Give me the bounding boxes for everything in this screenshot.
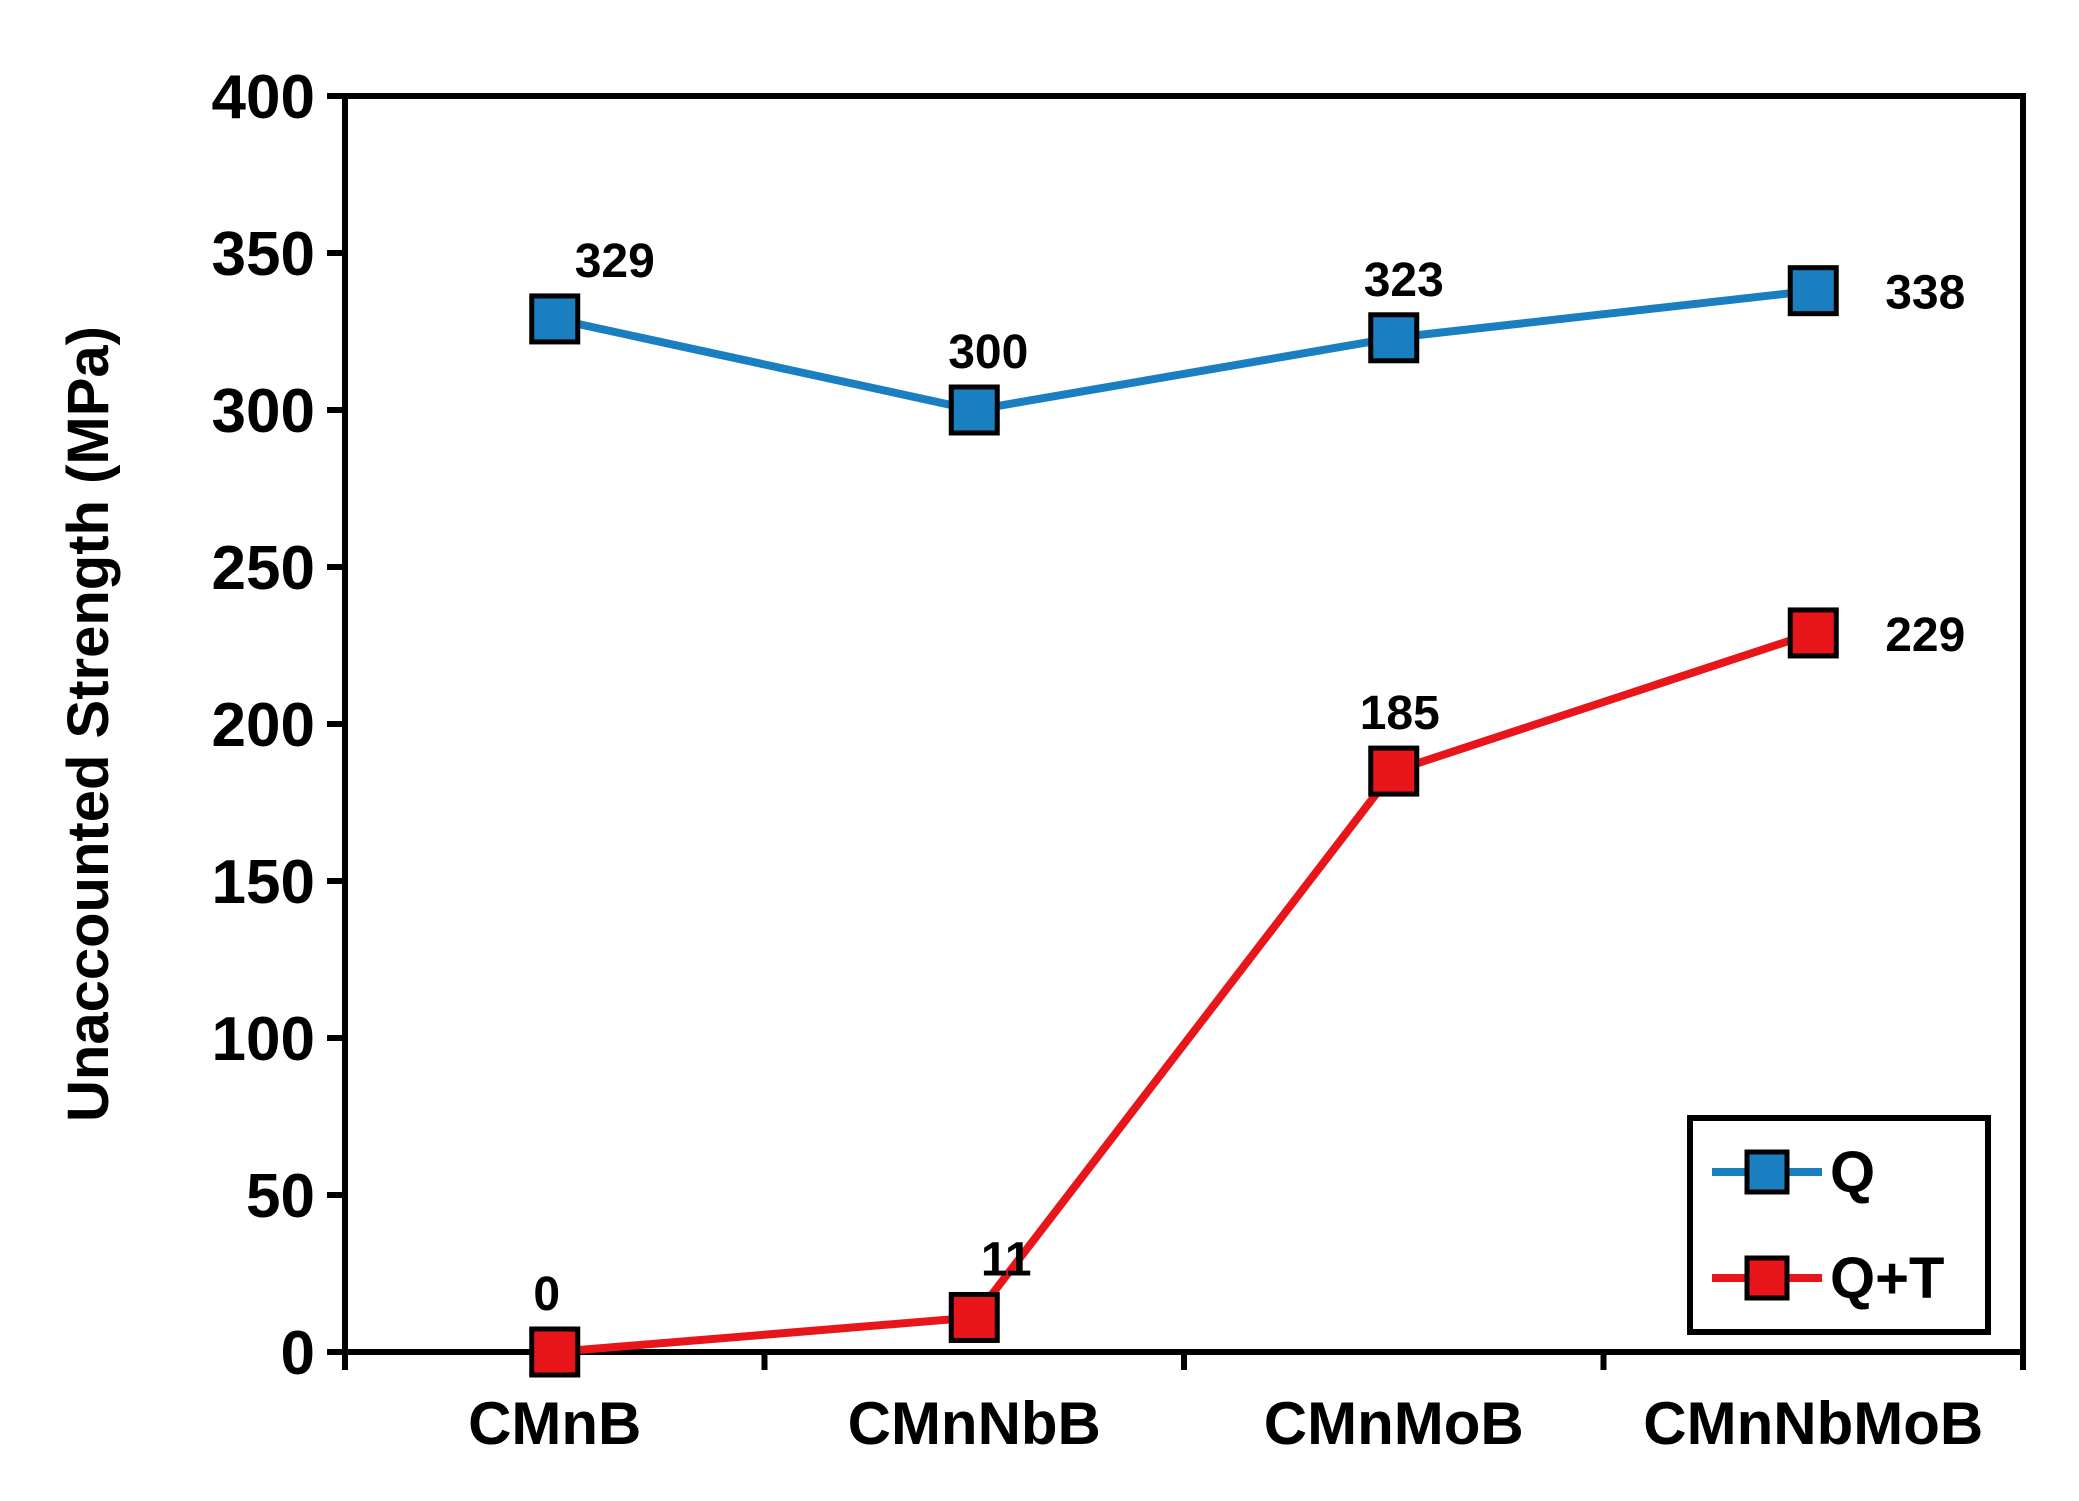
x-category-label: CMnNbB xyxy=(848,1390,1101,1457)
x-category-label: CMnMoB xyxy=(1264,1390,1524,1457)
y-tick-label: 100 xyxy=(212,1005,315,1074)
y-axis: 0 50 100 150 200 250 300 350 400 xyxy=(212,63,345,1388)
x-category-label: CMnB xyxy=(468,1390,641,1457)
series-line-q xyxy=(553,286,1814,415)
data-point-qplust xyxy=(1787,607,1839,659)
legend: Q Q+T xyxy=(1687,1115,1991,1335)
y-tick-label: 350 xyxy=(212,220,315,289)
data-point-q xyxy=(529,293,581,345)
y-tick-label: 300 xyxy=(212,377,315,446)
y-axis-title: Unaccounted Strength (MPa) xyxy=(56,326,121,1122)
legend-label-qt: Q+T xyxy=(1830,1246,1944,1311)
data-label-qplust: 0 xyxy=(533,1268,560,1321)
data-point-q xyxy=(1787,265,1839,317)
data-point-q xyxy=(948,384,1000,436)
legend-marker-qt xyxy=(1744,1255,1790,1301)
series-line-qplust xyxy=(554,629,1815,1356)
legend-box xyxy=(1687,1115,1991,1335)
y-tick-label: 150 xyxy=(212,848,315,917)
legend-marker-q xyxy=(1744,1149,1790,1195)
legend-label-q: Q xyxy=(1830,1140,1875,1205)
series-layer: 329 300 323 338 0 11 185 229 xyxy=(529,235,1965,1378)
y-tick-label: 250 xyxy=(212,534,315,603)
data-label-q: 300 xyxy=(948,326,1028,379)
data-label-q: 329 xyxy=(575,235,655,288)
data-label-q: 323 xyxy=(1364,254,1444,307)
y-tick-label: 400 xyxy=(212,63,315,132)
x-category-label: CMnNbMoB xyxy=(1643,1390,1983,1457)
data-label-qplust: 185 xyxy=(1360,687,1440,740)
data-label-qplust: 229 xyxy=(1885,609,1965,662)
y-tick-label: 200 xyxy=(212,691,315,760)
x-axis: CMnB CMnNbB CMnMoB CMnNbMoB xyxy=(342,1352,2026,1457)
y-tick-label: 0 xyxy=(281,1319,315,1388)
data-point-qplust xyxy=(948,1291,1000,1343)
data-label-q: 338 xyxy=(1885,267,1965,320)
data-point-q xyxy=(1368,312,1420,364)
data-point-qplust xyxy=(529,1326,581,1378)
data-point-qplust xyxy=(1368,745,1420,797)
y-tick-label: 50 xyxy=(246,1162,315,1231)
data-label-qplust: 11 xyxy=(981,1233,1032,1286)
